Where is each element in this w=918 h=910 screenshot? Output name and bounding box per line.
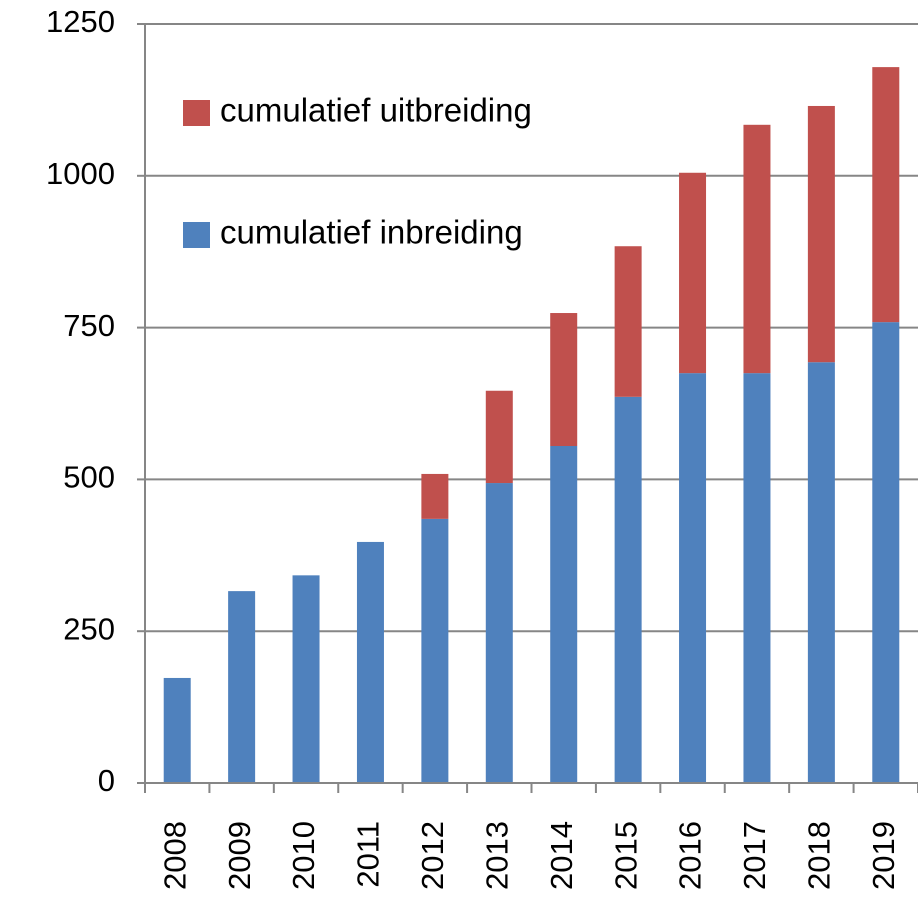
x-tick-label: 2008 [157,821,192,890]
bar-segment [807,105,835,363]
x-tick-label: 2016 [673,821,708,890]
bar-segment [550,446,578,783]
x-tick-label: 2011 [351,821,386,888]
bar-segment [228,591,256,783]
bar-segment [743,124,771,374]
y-tick-label: 250 [63,611,115,646]
x-tick-label: 2015 [608,821,643,890]
bar-segment [679,172,707,374]
y-tick-label: 1000 [46,156,115,191]
legend-swatch [183,100,210,126]
bar-segment [163,677,191,783]
x-tick-label: 2017 [737,821,772,890]
x-tick-label: 2009 [222,821,257,890]
bar-segment [421,518,449,783]
x-tick-label: 2010 [286,821,321,890]
bar-segment [550,313,578,447]
legend-label: cumulatief uitbreiding [220,92,532,129]
x-tick-label: 2019 [866,821,901,890]
y-tick-label: 750 [63,308,115,343]
bar-segment [292,575,320,783]
y-tick-label: 0 [98,763,115,798]
y-tick-label: 1250 [46,4,115,39]
legend-label: cumulatief inbreiding [220,214,523,251]
bar-segment [872,322,900,783]
bar-segment [356,541,384,783]
legend-swatch [183,222,210,248]
x-tick-label: 2013 [479,821,514,890]
bar-segment [421,473,449,519]
y-tick-label: 500 [63,460,115,495]
x-tick-label: 2012 [415,821,450,890]
x-tick-label: 2014 [544,821,579,890]
bar-segment [614,246,642,397]
bar-segment [807,362,835,783]
bar-segment [743,373,771,783]
x-tick-label: 2018 [802,821,837,890]
bar-segment [679,373,707,783]
bar-segment [485,483,513,783]
bar-segment [872,67,900,323]
bar-segment [614,396,642,783]
bar-segment [485,390,513,484]
